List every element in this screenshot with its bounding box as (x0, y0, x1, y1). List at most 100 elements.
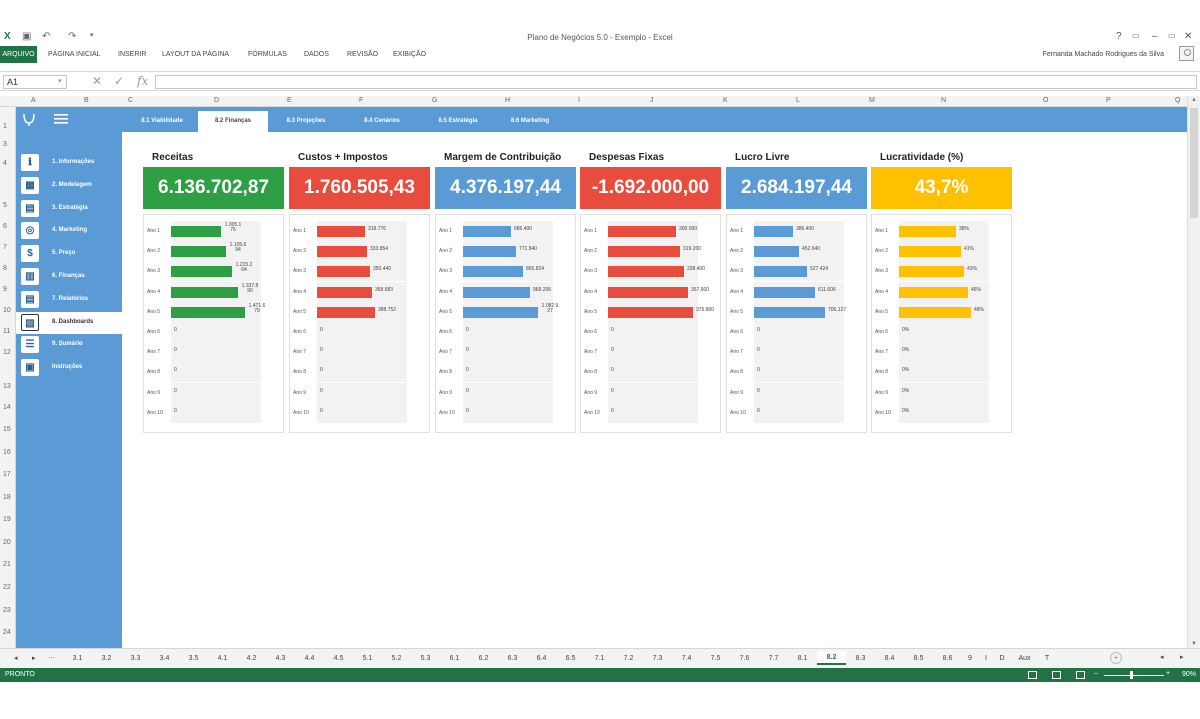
column-header[interactable]: I (578, 97, 580, 104)
sheet-tab[interactable]: 3.2 (101, 655, 112, 662)
prev-sheet-icon[interactable]: ◂ (14, 655, 18, 662)
tab-pagina-inicial[interactable]: PÁGINA INICIAL (48, 51, 101, 58)
hscroll-left-icon[interactable]: ◂ (1160, 654, 1164, 661)
sidebar-item-6[interactable]: ▥ 6. Finanças (16, 266, 122, 288)
column-header[interactable]: F (359, 97, 364, 104)
row-header[interactable]: 22 (3, 584, 11, 591)
help-button[interactable]: ? (1116, 31, 1122, 42)
row-header[interactable]: 24 (3, 629, 11, 636)
sidebar-item-7[interactable]: ▤ 7. Relatórios (16, 289, 122, 311)
avatar[interactable] (1179, 46, 1194, 61)
column-header[interactable]: E (287, 97, 292, 104)
zoom-in-icon[interactable]: + (1166, 670, 1171, 677)
sidebar-item-2[interactable]: ▦ 2. Modelagem (16, 175, 122, 197)
sheet-tab[interactable]: 7.6 (739, 655, 750, 662)
sheet-tab[interactable]: 6.1 (449, 655, 460, 662)
sheet-tab[interactable]: 7.5 (710, 655, 721, 662)
name-box[interactable]: A1 (3, 75, 67, 89)
row-header[interactable]: 8 (3, 265, 7, 272)
sheet-tab[interactable]: Aux (1018, 655, 1031, 662)
sheet-tab[interactable]: 5.1 (362, 655, 373, 662)
tab-1[interactable]: 8.1 Viabilidade (141, 118, 183, 124)
minimize-button[interactable]: – (1152, 31, 1158, 42)
sheet-tab[interactable]: 5.2 (391, 655, 402, 662)
sheet-tab[interactable]: 3.1 (72, 655, 83, 662)
ribbon-display-button[interactable]: ▭ (1132, 31, 1140, 40)
row-header[interactable]: 14 (3, 404, 11, 411)
scroll-down-icon[interactable]: ▼ (1191, 641, 1197, 647)
column-header[interactable]: L (796, 97, 800, 104)
sheet-tab[interactable]: 3.3 (130, 655, 141, 662)
tab-revisao[interactable]: REVISÃO (347, 51, 379, 58)
scroll-up-icon[interactable]: ▲ (1191, 97, 1197, 103)
sheet-tab[interactable]: 3.4 (159, 655, 170, 662)
tab-2[interactable]: 8.2 Finanças (198, 111, 268, 132)
sidebar-item-1[interactable]: ℹ 1. Informações (16, 152, 122, 174)
column-header[interactable]: B (84, 97, 89, 104)
close-button[interactable]: ✕ (1184, 31, 1193, 42)
tab-5[interactable]: 8.5 Estratégia (438, 118, 478, 124)
row-header[interactable]: 16 (3, 449, 11, 456)
row-header[interactable]: 6 (3, 223, 7, 230)
row-header[interactable]: 12 (3, 349, 11, 356)
zoom-level[interactable]: 90% (1182, 671, 1197, 678)
column-header[interactable]: N (941, 97, 947, 104)
column-header[interactable]: Q (1175, 97, 1181, 104)
tab-4[interactable]: 8.4 Cenários (364, 118, 400, 124)
customize-qat-icon[interactable]: ▾ (90, 32, 94, 39)
column-header[interactable]: C (128, 97, 134, 104)
row-header[interactable]: 5 (3, 202, 7, 209)
sheet-tab[interactable]: 4.5 (333, 655, 344, 662)
sheet-tab[interactable]: 5.3 (420, 655, 431, 662)
sheet-tab[interactable]: 7.7 (768, 655, 779, 662)
row-header[interactable]: 3 (3, 141, 7, 148)
row-header[interactable]: 7 (3, 244, 7, 251)
restore-button[interactable]: ▭ (1168, 31, 1176, 40)
row-header[interactable]: 18 (3, 494, 11, 501)
column-header[interactable]: D (214, 97, 220, 104)
file-tab[interactable]: ARQUIVO (0, 46, 37, 63)
tab-formulas[interactable]: FÓRMULAS (248, 51, 287, 58)
sheet-tab[interactable]: 7.1 (594, 655, 605, 662)
row-header[interactable]: 23 (3, 607, 11, 614)
sheet-tab[interactable]: 8.4 (884, 655, 895, 662)
sheet-tab[interactable]: 7.2 (623, 655, 634, 662)
page-layout-view-icon[interactable] (1052, 671, 1061, 679)
sheet-tab[interactable]: 6.3 (507, 655, 518, 662)
zoom-out-icon[interactable]: – (1094, 670, 1098, 677)
sheet-tab[interactable]: 4.3 (275, 655, 286, 662)
column-header[interactable]: O (1043, 97, 1049, 104)
insert-function-icon[interactable]: fx (137, 74, 149, 88)
column-header[interactable]: K (723, 97, 728, 104)
row-header[interactable]: 17 (3, 471, 11, 478)
sheet-tab[interactable]: D (999, 655, 1005, 662)
undo-icon[interactable]: ↶ (42, 31, 51, 42)
sheet-tab[interactable]: 7.3 (652, 655, 663, 662)
row-header[interactable]: 10 (3, 307, 11, 314)
menu-icon[interactable] (54, 114, 68, 124)
normal-view-icon[interactable] (1028, 671, 1037, 679)
column-header[interactable]: G (432, 97, 438, 104)
tab-exibicao[interactable]: EXIBIÇÃO (393, 51, 427, 58)
row-header[interactable]: 4 (3, 160, 7, 167)
sidebar-item-9[interactable]: ☰ 9. Sumário (16, 334, 122, 356)
zoom-slider[interactable] (1104, 675, 1164, 676)
vertical-scrollbar[interactable]: ▲ ▼ (1187, 96, 1200, 648)
sheet-tab[interactable]: 8.3 (855, 655, 866, 662)
add-sheet-icon[interactable]: + (1110, 652, 1122, 664)
sheet-tab[interactable]: 8.5 (913, 655, 924, 662)
column-header[interactable]: J (650, 97, 654, 104)
row-header[interactable]: 15 (3, 426, 11, 433)
next-sheet-icon[interactable]: ▸ (32, 655, 36, 662)
row-header[interactable]: 19 (3, 516, 11, 523)
sheet-tab[interactable]: 4.4 (304, 655, 315, 662)
sheet-tab[interactable]: I (985, 655, 987, 662)
namebox-dropdown-icon[interactable]: ▾ (58, 78, 62, 85)
sheet-tab[interactable]: 6.4 (536, 655, 547, 662)
sheet-tab[interactable]: 6.5 (565, 655, 576, 662)
cancel-icon[interactable]: ✕ (92, 74, 103, 88)
column-header[interactable]: M (869, 97, 875, 104)
formula-input[interactable] (155, 75, 1197, 89)
tab-dados[interactable]: DADOS (304, 51, 329, 58)
row-header[interactable]: 20 (3, 539, 11, 546)
